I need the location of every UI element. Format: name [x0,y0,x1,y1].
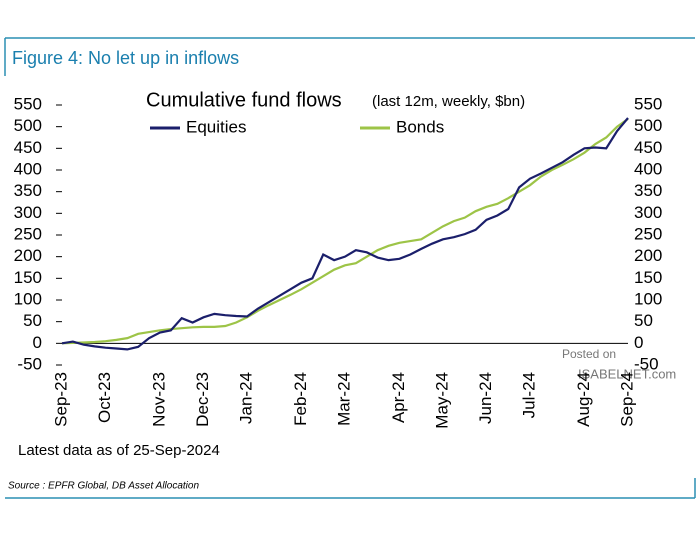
y-tick-label: 150 [14,268,42,287]
y2-tick-label: 500 [634,116,662,135]
chart-title: Cumulative fund flows [146,89,342,111]
y2-tick-label: -50 [634,354,659,373]
y-tick-label: 0 [33,333,42,352]
y-tick-label: 100 [14,289,42,308]
y2-tick-label: 550 [634,94,662,113]
x-tick-label: Oct-23 [95,372,114,423]
figure-header: Figure 4: No let up in inflows [12,48,239,68]
x-tick-label: Feb-24 [291,372,310,426]
y2-tick-label: 250 [634,224,662,243]
chart-subtitle: (last 12m, weekly, $bn) [372,93,525,110]
x-tick-label: Nov-23 [149,372,168,427]
x-tick-label: Dec-23 [193,372,212,427]
legend-label: Bonds [396,117,444,136]
y-tick-label: 500 [14,116,42,135]
y2-tick-label: 450 [634,138,662,157]
y-tick-label: 350 [14,181,42,200]
y-tick-label: 250 [14,224,42,243]
y2-tick-label: 200 [634,246,662,265]
x-tick-label: Apr-24 [389,372,408,423]
y2-tick-label: 0 [634,333,643,352]
y-tick-label: 400 [14,159,42,178]
x-tick-label: Sep-24 [617,372,636,427]
x-tick-label: May-24 [432,372,451,429]
y2-tick-label: 150 [634,268,662,287]
annotation: Latest data as of 25-Sep-2024 [18,442,220,459]
y2-tick-label: 300 [634,203,662,222]
legend-label: Equities [186,117,246,136]
y2-tick-label: 50 [634,311,653,330]
y2-tick-label: 100 [634,289,662,308]
y-tick-label: 200 [14,246,42,265]
x-tick-label: Jan-24 [237,372,256,424]
series-line [61,117,629,345]
y-tick-label: 450 [14,138,42,157]
y-tick-label: 550 [14,94,42,113]
series-line [61,117,629,351]
x-tick-label: Jul-24 [520,372,539,418]
source: Source : EPFR Global, DB Asset Allocatio… [8,481,199,492]
y2-tick-label: 350 [634,181,662,200]
x-tick-label: Aug-24 [574,372,593,427]
watermark: ISABELNET.com [578,366,676,381]
y-tick-label: 50 [23,311,42,330]
y-tick-label: -50 [17,354,42,373]
x-tick-label: Mar-24 [334,372,353,426]
y2-tick-label: 400 [634,159,662,178]
watermark: Posted on [562,347,616,361]
x-tick-label: Jun-24 [476,372,495,424]
y-tick-label: 300 [14,203,42,222]
x-tick-label: Sep-23 [51,372,70,427]
